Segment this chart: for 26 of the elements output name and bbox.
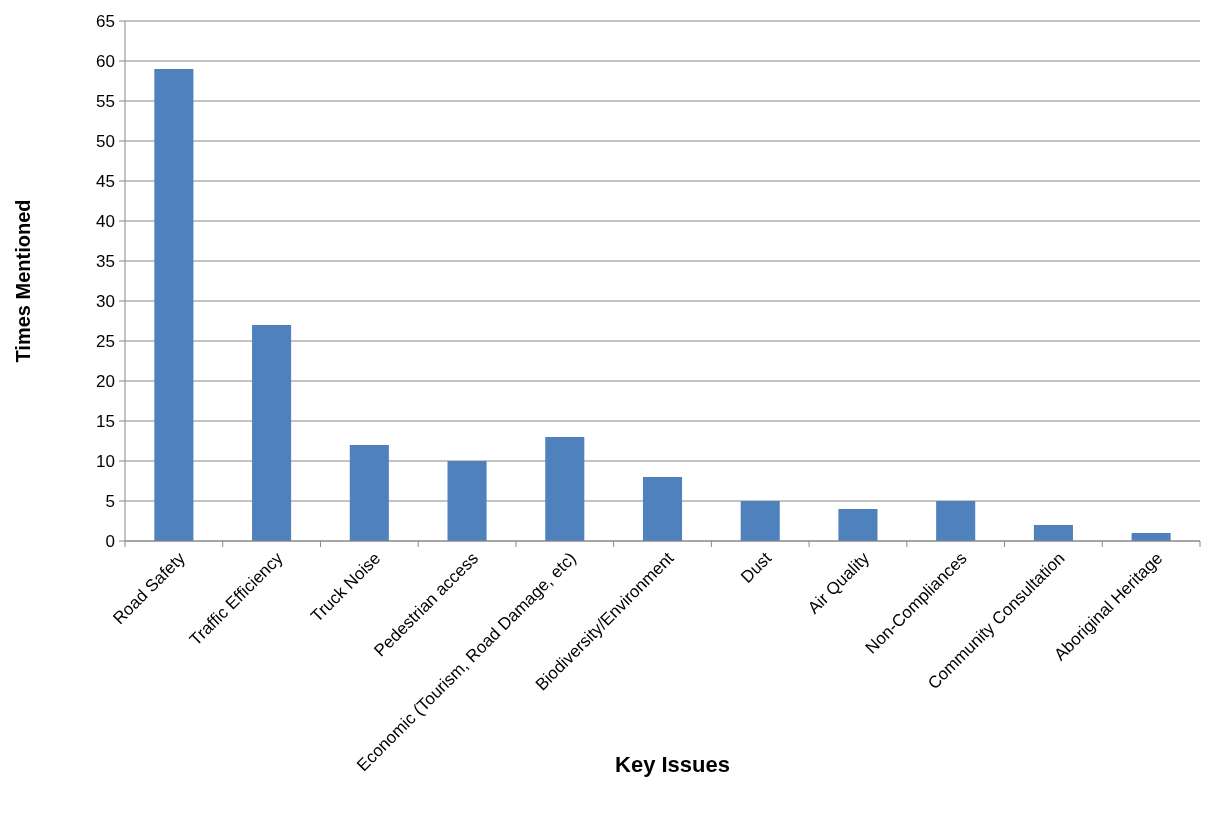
y-tick-label: 40 xyxy=(96,211,115,231)
y-tick-label: 15 xyxy=(96,411,115,431)
bar xyxy=(154,69,194,541)
y-tick-label: 50 xyxy=(96,131,115,151)
bar xyxy=(252,325,292,541)
y-tick-label: 20 xyxy=(96,371,115,391)
bar xyxy=(1033,525,1073,541)
y-tick-label: 45 xyxy=(96,171,115,191)
bar xyxy=(838,509,878,541)
y-tick-label: 55 xyxy=(96,91,115,111)
y-tick-label: 35 xyxy=(96,251,115,271)
y-axis-title: Times Mentioned xyxy=(12,199,34,363)
y-tick-label: 30 xyxy=(96,291,115,311)
x-axis-title: Key Issues xyxy=(615,752,730,777)
y-tick-label: 60 xyxy=(96,51,115,71)
bar xyxy=(545,437,585,541)
bar xyxy=(642,477,683,541)
y-tick-label: 5 xyxy=(105,491,115,511)
bar xyxy=(936,501,976,541)
y-tick-label: 25 xyxy=(96,331,115,351)
bar xyxy=(349,445,389,541)
y-tick-label: 0 xyxy=(105,531,115,551)
y-tick-label: 65 xyxy=(96,11,115,31)
bar xyxy=(447,461,487,541)
bar xyxy=(740,501,780,541)
y-tick-label: 10 xyxy=(96,451,115,471)
